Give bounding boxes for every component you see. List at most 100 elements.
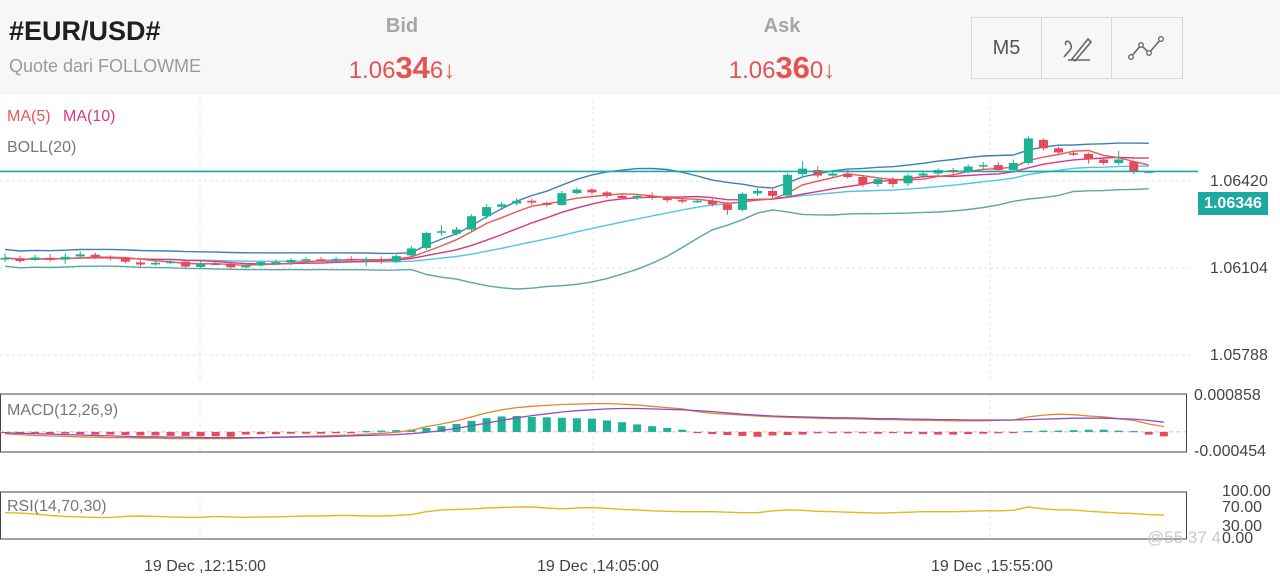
boll-lower-line — [4, 188, 1149, 290]
macd-bar — [919, 431, 928, 435]
ask-label: Ask — [763, 15, 801, 37]
macd-bar — [888, 431, 897, 434]
candle-body — [918, 173, 928, 176]
macd-bar — [979, 431, 988, 434]
candle-body — [45, 257, 55, 260]
candle-body — [873, 179, 883, 184]
macd-bar — [512, 416, 521, 432]
candle-body — [436, 231, 446, 233]
macd-bar — [557, 417, 566, 432]
macd-bar — [1039, 430, 1048, 432]
macd-bar — [241, 431, 250, 435]
pen-brush-icon — [1062, 37, 1092, 63]
macd-bar — [527, 416, 536, 432]
macd-bar — [1054, 430, 1063, 432]
rsi-label: RSI(14,70,30) — [7, 498, 107, 515]
candle-body — [226, 263, 236, 268]
macd-bar — [497, 416, 506, 432]
candle-body — [75, 254, 85, 257]
candle-body — [737, 193, 747, 210]
chart-toolbar: M5 — [971, 17, 1183, 79]
candle-body — [1069, 153, 1079, 155]
macd-bar — [738, 431, 747, 436]
macd-bar — [1069, 430, 1078, 432]
candle-body — [768, 191, 778, 196]
macd-bar — [753, 431, 762, 437]
macd-bar — [181, 431, 190, 436]
watermark: @55 37 4 — [1147, 528, 1221, 547]
macd-bar — [226, 431, 235, 437]
candle-body — [1038, 139, 1048, 149]
candle-body — [286, 259, 296, 263]
macd-bar — [572, 418, 581, 432]
macd-bar — [1144, 431, 1153, 435]
candlestick-area — [0, 136, 1198, 290]
ask-price: 1.06360↓ — [682, 50, 882, 86]
macd-bar — [482, 418, 491, 432]
ma10-label: MA(10) — [63, 108, 116, 125]
macd-area — [0, 402, 1186, 440]
line-chart-icon — [1128, 36, 1164, 60]
macd-bar — [798, 431, 807, 435]
indicator-button[interactable] — [1112, 18, 1182, 78]
candle-body — [331, 258, 341, 261]
macd-panel-frame — [0, 393, 1187, 453]
ask-price-suffix: 0 — [809, 57, 824, 84]
macd-bar — [211, 431, 220, 437]
candle-body — [376, 259, 386, 261]
candle-body — [30, 257, 40, 260]
price-tick: 1.05788 — [1210, 347, 1268, 364]
macd-bar — [783, 431, 792, 436]
candle-body — [211, 263, 221, 265]
macd-bar — [648, 426, 657, 432]
candle-body — [963, 166, 973, 172]
candle-body — [316, 259, 326, 261]
macd-bar — [904, 431, 912, 434]
macd-bar — [1159, 431, 1168, 437]
candle-body — [166, 261, 176, 264]
candle-body — [722, 204, 732, 210]
boll-upper-line — [4, 142, 1149, 255]
bid-price-prefix: 1.06 — [348, 57, 396, 84]
ask-price-big: 36 — [775, 50, 810, 85]
macd-bar — [964, 431, 973, 435]
candle-body — [753, 191, 762, 194]
macd-bar — [136, 431, 145, 436]
macd-bar — [422, 427, 431, 432]
macd-tick: 0.000858 — [1194, 387, 1261, 404]
macd-bar — [61, 431, 70, 434]
drawing-tool-button[interactable] — [1042, 18, 1112, 78]
price-tick: 1.06104 — [1210, 260, 1268, 277]
rsi-tick: 100.00 — [1222, 483, 1271, 500]
candle-body — [361, 259, 371, 261]
candle-body — [632, 195, 642, 198]
candle-body — [241, 265, 251, 268]
macd-bar — [603, 420, 611, 432]
macd-bar — [377, 430, 386, 432]
macd-bar — [106, 431, 115, 435]
candle-body — [0, 257, 10, 260]
candle-body — [60, 256, 70, 260]
bid-label: Bid — [385, 15, 419, 37]
rsi-tick: 30.00 — [1222, 518, 1263, 535]
boll-mid-line — [4, 165, 1149, 263]
macd-bar — [437, 426, 446, 432]
candle-body — [1008, 163, 1018, 170]
candle-body — [993, 165, 1003, 170]
candle-body — [1129, 161, 1139, 172]
macd-bar — [151, 431, 160, 436]
time-tick: 19 Dec ,14:05:00 — [537, 558, 659, 575]
candle-body — [301, 259, 311, 261]
macd-bar — [392, 430, 401, 432]
candle-body — [662, 198, 672, 201]
rsi-area — [4, 506, 1164, 519]
timeframe-button[interactable]: M5 — [972, 18, 1042, 78]
price-tick: 1.06420 — [1210, 173, 1268, 190]
macd-bar — [31, 431, 40, 434]
candle-body — [692, 200, 702, 203]
candle-body — [1099, 159, 1109, 163]
candle-body — [512, 200, 522, 204]
candle-body — [587, 189, 597, 193]
macd-bar — [949, 431, 958, 435]
